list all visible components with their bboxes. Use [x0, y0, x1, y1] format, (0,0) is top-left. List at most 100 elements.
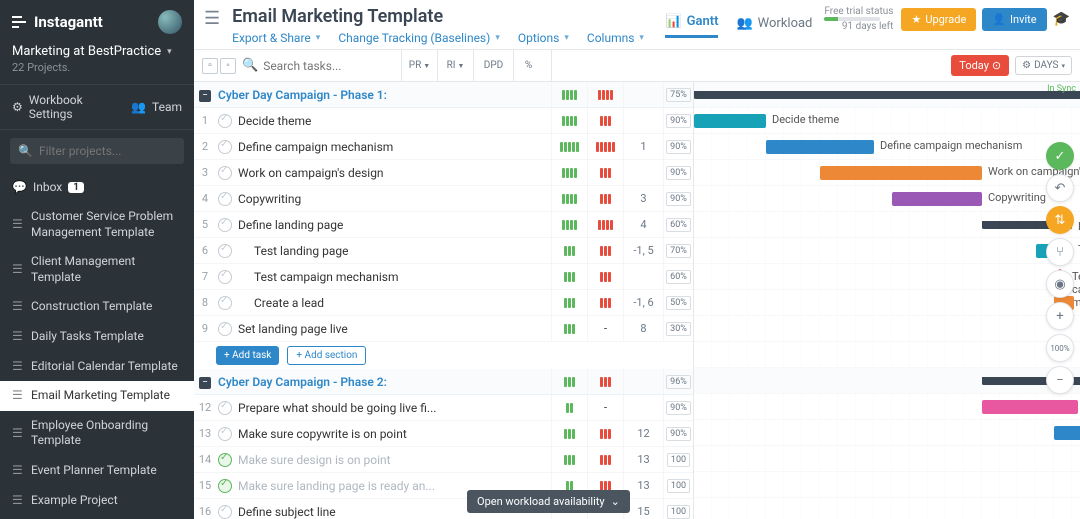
header-menu-item[interactable]: Export & Share — [232, 31, 320, 45]
task-row[interactable]: 1 Decide theme 90% — [194, 108, 693, 134]
invite-button[interactable]: 👤 Invite — [982, 8, 1046, 31]
task-check[interactable] — [216, 114, 234, 128]
task-list: − Cyber Day Campaign - Phase 1: 75% 1 De… — [194, 82, 694, 519]
col-percent[interactable]: % — [513, 50, 543, 81]
logo-icon — [12, 16, 28, 28]
sort-button[interactable]: ⇅ — [1046, 206, 1074, 234]
user-avatar[interactable] — [158, 10, 182, 34]
col-risk[interactable]: RI▼ — [437, 50, 473, 81]
task-row[interactable]: 9 Set landing page live - 8 30% — [194, 316, 693, 342]
sidebar-project-item[interactable]: ☰Employee Onboarding Template — [0, 411, 194, 456]
col-priority[interactable]: PR▼ — [401, 50, 437, 81]
task-check[interactable] — [216, 140, 234, 154]
task-check[interactable] — [216, 322, 234, 336]
search-tasks-input[interactable] — [263, 59, 395, 73]
gantt-bar[interactable]: Decide theme — [694, 114, 766, 128]
app-logo[interactable]: Instagantt — [12, 13, 103, 31]
gantt-row: Prepare what should — [694, 394, 1080, 420]
sidebar-project-item[interactable]: ☰Event Planner Template — [0, 456, 194, 486]
task-check[interactable] — [216, 479, 234, 493]
task-check[interactable] — [216, 270, 234, 284]
team-link[interactable]: 👥 Team — [131, 93, 182, 121]
tab-workload[interactable]: 👥 Workload — [736, 16, 812, 37]
zoom-level[interactable]: 100% — [1046, 334, 1074, 362]
task-row[interactable]: 7 Test campaign mechanism 60% — [194, 264, 693, 290]
task-check[interactable] — [216, 505, 234, 519]
workspace-selector[interactable]: Marketing at BestPractice — [0, 40, 194, 61]
task-name: Make sure design is on point — [234, 453, 551, 467]
task-row[interactable]: 5 Define landing page 4 60% — [194, 212, 693, 238]
undo-button[interactable]: ↶ — [1046, 174, 1074, 202]
task-row[interactable]: 13 Make sure copywrite is on point 12 90… — [194, 421, 693, 447]
sidebar-project-item[interactable]: ☰Client Management Template — [0, 247, 194, 292]
section-row[interactable]: − Cyber Day Campaign - Phase 2: 96% — [194, 369, 693, 395]
section-toggle[interactable]: − — [194, 374, 216, 389]
task-check[interactable] — [216, 296, 234, 310]
sidebar-project-item[interactable]: ☰Daily Tasks Template — [0, 322, 194, 352]
sidebar-project-item[interactable]: ☰Human Resource Planning Template — [0, 515, 194, 519]
upgrade-button[interactable]: ★ Upgrade — [901, 8, 976, 31]
task-row[interactable]: 2 Define campaign mechanism 1 90% — [194, 134, 693, 160]
task-row[interactable]: 3 Work on campaign's design 90% — [194, 160, 693, 186]
list-icon: ☰ — [12, 217, 23, 233]
add-section-button[interactable]: + Add section — [287, 346, 366, 365]
task-row[interactable]: 14 Make sure design is on point 13 100 — [194, 447, 693, 473]
header-menu-item[interactable]: Change Tracking (Baselines) — [338, 31, 500, 45]
add-task-button[interactable]: + Add task — [216, 346, 279, 365]
filter-input[interactable] — [39, 144, 176, 158]
gantt-bar[interactable]: Copywriting — [892, 192, 982, 206]
gantt-bar[interactable]: Work on campaign's design — [820, 166, 982, 180]
sidebar-project-item[interactable]: ☰Construction Template — [0, 292, 194, 322]
section-row[interactable]: − Cyber Day Campaign - Phase 1: 75% — [194, 82, 693, 108]
gantt-chart[interactable]: Cyber Day Campaign - PhIn Sync Decide the… — [694, 82, 1080, 519]
inbox-link[interactable]: 💬 Inbox 1 — [0, 172, 194, 202]
section-name: Cyber Day Campaign - Phase 2: — [216, 375, 551, 389]
sidebar-project-item[interactable]: ☰Email Marketing Template — [0, 381, 194, 411]
filter-projects[interactable]: 🔍 — [10, 138, 184, 164]
header-menu-item[interactable]: Options — [518, 31, 569, 45]
gantt-row: Define landing page — [694, 212, 1080, 238]
zoom-days-button[interactable]: ⚙ DAYS ▾ — [1015, 56, 1072, 75]
section-toggle[interactable]: − — [194, 87, 216, 102]
app-name: Instagantt — [34, 13, 103, 31]
task-check[interactable] — [216, 218, 234, 232]
sidebar-project-item[interactable]: ☰Editorial Calendar Template — [0, 352, 194, 382]
header-menu-item[interactable]: Columns — [587, 31, 644, 45]
task-number: 5 — [194, 218, 216, 231]
task-check[interactable] — [216, 427, 234, 441]
list-icon: ☰ — [12, 463, 23, 479]
tab-gantt[interactable]: 📊 Gantt — [665, 14, 718, 38]
gantt-bar[interactable]: Prepare what should — [982, 400, 1078, 414]
gantt-row: Define campaign mechanism — [694, 134, 1080, 160]
sidebar-project-item[interactable]: ☰Customer Service Problem Management Tem… — [0, 202, 194, 247]
workload-popup[interactable]: Open workload availability ⌄ — [467, 490, 630, 513]
branch-button[interactable]: ⑂ — [1046, 238, 1074, 266]
task-row[interactable]: 12 Prepare what should be going live fi.… — [194, 395, 693, 421]
task-row[interactable]: 8 Create a lead -1, 6 50% — [194, 290, 693, 316]
today-button[interactable]: Today ⊙ — [951, 55, 1009, 76]
gantt-row: Cyber Day Campaign - PhIn Sync — [694, 82, 1080, 108]
task-check[interactable] — [216, 192, 234, 206]
task-number: 13 — [194, 427, 216, 440]
gantt-bar[interactable]: Define campaign mechanism — [766, 140, 874, 154]
collapse-all-button[interactable]: ◦ — [220, 58, 236, 74]
task-check[interactable] — [216, 166, 234, 180]
task-row[interactable]: 4 Copywriting 3 90% — [194, 186, 693, 212]
graduation-icon[interactable]: 🎓 — [1053, 11, 1070, 27]
gantt-bar[interactable]: Make sure copywrit — [1054, 426, 1080, 440]
task-row[interactable]: 6 Test landing page -1, 5 70% — [194, 238, 693, 264]
col-dependencies[interactable]: DPD — [473, 50, 513, 81]
task-check[interactable] — [216, 401, 234, 415]
task-name: Set landing page live — [234, 322, 551, 336]
section-name: Cyber Day Campaign - Phase 1: — [216, 88, 551, 102]
task-check[interactable] — [216, 244, 234, 258]
check-button[interactable]: ✓ — [1046, 142, 1074, 170]
zoom-in-button[interactable]: + — [1046, 302, 1074, 330]
expand-all-button[interactable]: ▫ — [202, 58, 218, 74]
zoom-out-button[interactable]: − — [1046, 366, 1074, 394]
task-check[interactable] — [216, 453, 234, 467]
layers-button[interactable]: ◉ — [1046, 270, 1074, 298]
workbook-settings-link[interactable]: ⚙ Workbook Settings — [12, 93, 115, 121]
sidebar-project-item[interactable]: ☰Example Project — [0, 486, 194, 516]
hamburger-icon[interactable]: ☰ — [204, 6, 220, 29]
